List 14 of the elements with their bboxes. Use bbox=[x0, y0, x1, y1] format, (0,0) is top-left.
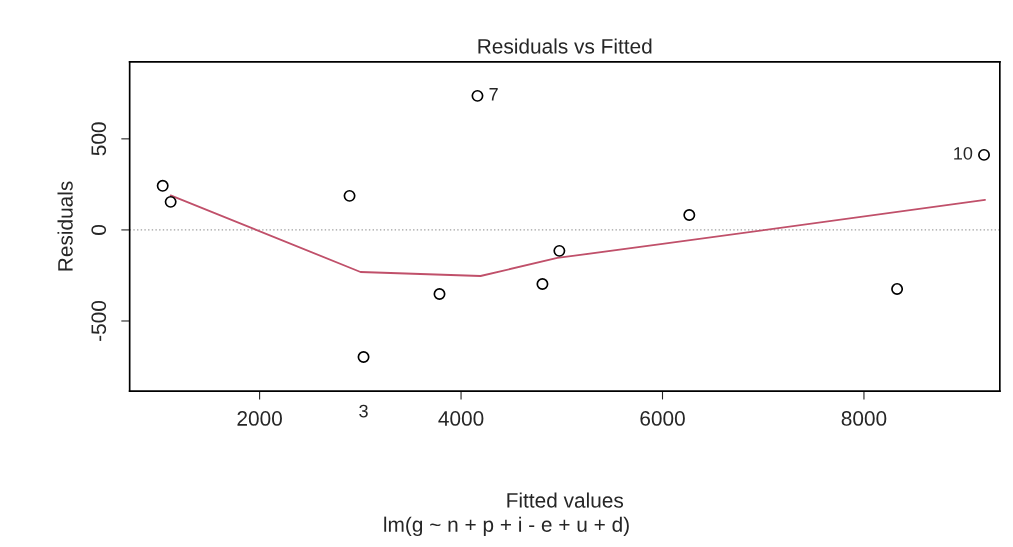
chart-title: Residuals vs Fitted bbox=[478, 38, 652, 54]
annotation: 7 bbox=[489, 88, 498, 101]
y-tick-label: -500 bbox=[91, 300, 107, 341]
x-tick-label: 8000 bbox=[841, 411, 887, 426]
x-tick-label: 6000 bbox=[640, 411, 685, 426]
y-tick-label: 500 bbox=[91, 122, 107, 156]
x-tick-label: 4000 bbox=[438, 411, 484, 426]
annotation: 3 bbox=[359, 404, 368, 418]
x-axis-title: Fitted values bbox=[507, 492, 624, 508]
x-tick-label: 2000 bbox=[237, 411, 282, 426]
text: lm(g ~ n + p + i - e + u + d) bbox=[384, 516, 629, 537]
y-axis-title: Residuals bbox=[57, 181, 73, 271]
y-tick-label: 0 bbox=[91, 224, 107, 235]
annotation: 10 bbox=[954, 146, 973, 160]
